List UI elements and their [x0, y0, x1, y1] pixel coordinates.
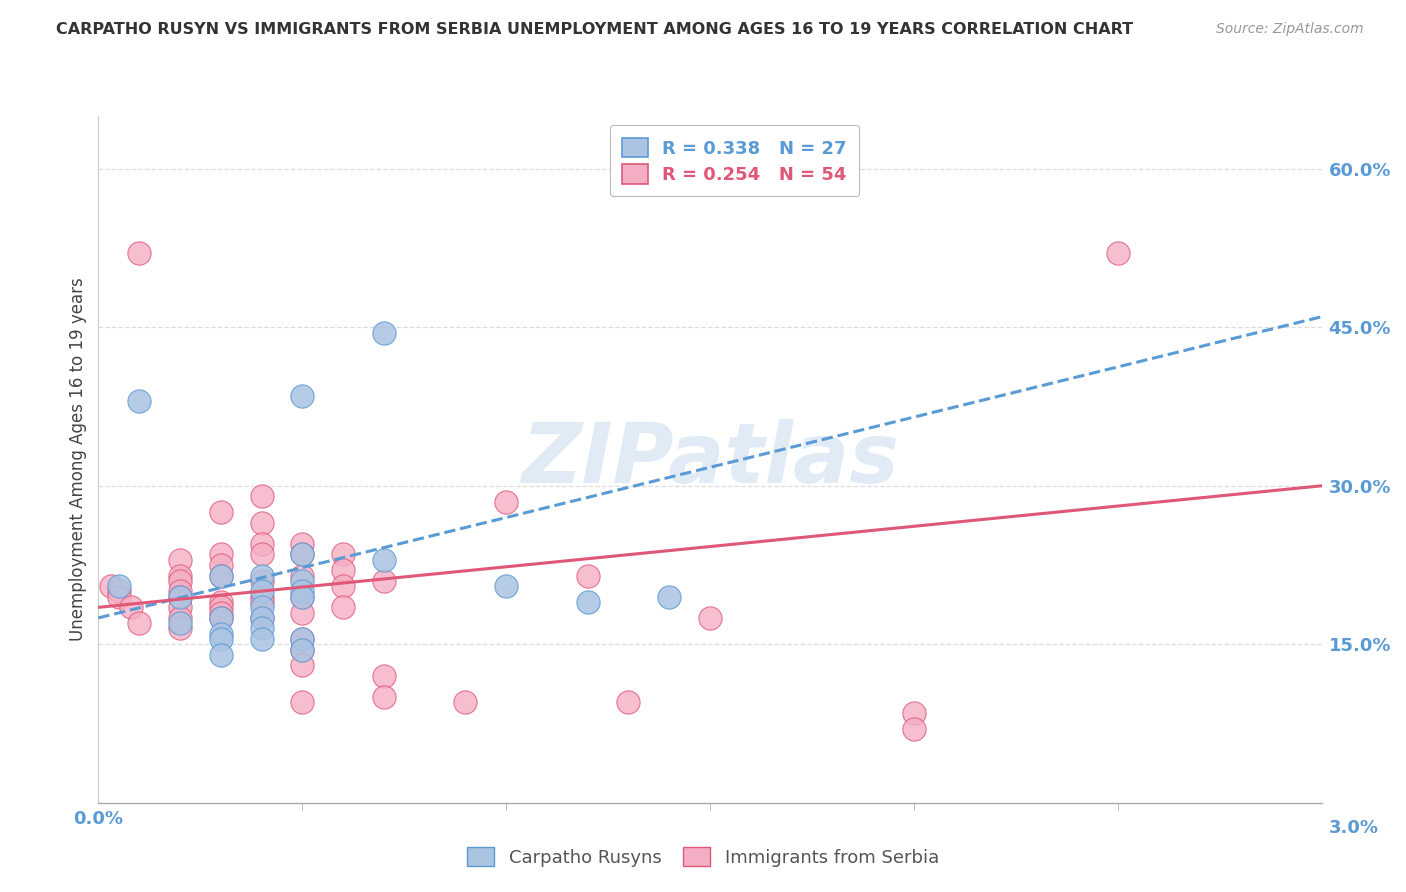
Point [169, 590, 191, 604]
Point [495, 494, 517, 508]
Point [454, 695, 477, 709]
Point [291, 632, 314, 646]
Point [658, 590, 681, 604]
Point [209, 632, 232, 646]
Point [108, 590, 131, 604]
Point [169, 622, 191, 636]
Point [903, 722, 925, 736]
Point [209, 611, 232, 625]
Point [903, 706, 925, 720]
Point [291, 584, 314, 599]
Point [209, 648, 232, 662]
Point [291, 695, 314, 709]
Y-axis label: Unemployment Among Ages 16 to 19 years: Unemployment Among Ages 16 to 19 years [69, 277, 87, 641]
Point [699, 611, 721, 625]
Point [291, 606, 314, 620]
Point [617, 695, 640, 709]
Point [373, 669, 395, 683]
Point [373, 553, 395, 567]
Point [291, 574, 314, 588]
Point [576, 595, 599, 609]
Point [291, 389, 314, 403]
Point [291, 590, 314, 604]
Point [250, 516, 273, 530]
Point [209, 568, 232, 582]
Point [250, 584, 273, 599]
Point [332, 548, 354, 562]
Point [373, 690, 395, 705]
Point [209, 606, 232, 620]
Legend: R = 0.338   N = 27, R = 0.254   N = 54: R = 0.338 N = 27, R = 0.254 N = 54 [610, 125, 859, 196]
Point [1107, 246, 1129, 260]
Point [209, 505, 232, 519]
Point [291, 537, 314, 551]
Point [373, 574, 395, 588]
Point [169, 568, 191, 582]
Point [250, 489, 273, 503]
Point [332, 563, 354, 577]
Point [332, 579, 354, 593]
Point [250, 590, 273, 604]
Point [120, 600, 142, 615]
Point [250, 568, 273, 582]
Point [169, 574, 191, 588]
Point [100, 579, 122, 593]
Point [495, 579, 517, 593]
Text: Source: ZipAtlas.com: Source: ZipAtlas.com [1216, 22, 1364, 37]
Point [169, 616, 191, 631]
Point [250, 537, 273, 551]
Point [209, 626, 232, 640]
Point [373, 326, 395, 340]
Point [250, 600, 273, 615]
Text: 3.0%: 3.0% [1329, 820, 1379, 838]
Legend: Carpatho Rusyns, Immigrants from Serbia: Carpatho Rusyns, Immigrants from Serbia [460, 840, 946, 874]
Point [250, 622, 273, 636]
Point [169, 590, 191, 604]
Point [291, 632, 314, 646]
Point [169, 600, 191, 615]
Point [169, 584, 191, 599]
Point [209, 611, 232, 625]
Point [250, 574, 273, 588]
Point [209, 548, 232, 562]
Point [250, 611, 273, 625]
Point [291, 590, 314, 604]
Point [108, 584, 131, 599]
Point [291, 642, 314, 657]
Text: CARPATHO RUSYN VS IMMIGRANTS FROM SERBIA UNEMPLOYMENT AMONG AGES 16 TO 19 YEARS : CARPATHO RUSYN VS IMMIGRANTS FROM SERBIA… [56, 22, 1133, 37]
Point [250, 595, 273, 609]
Point [250, 611, 273, 625]
Point [332, 600, 354, 615]
Point [128, 246, 150, 260]
Point [291, 548, 314, 562]
Point [291, 568, 314, 582]
Point [128, 394, 150, 409]
Point [209, 568, 232, 582]
Point [291, 642, 314, 657]
Point [250, 548, 273, 562]
Point [169, 611, 191, 625]
Point [291, 548, 314, 562]
Text: ZIPatlas: ZIPatlas [522, 419, 898, 500]
Point [576, 568, 599, 582]
Point [209, 595, 232, 609]
Point [250, 632, 273, 646]
Point [209, 600, 232, 615]
Point [169, 553, 191, 567]
Point [108, 579, 131, 593]
Point [128, 616, 150, 631]
Point [291, 658, 314, 673]
Point [209, 558, 232, 572]
